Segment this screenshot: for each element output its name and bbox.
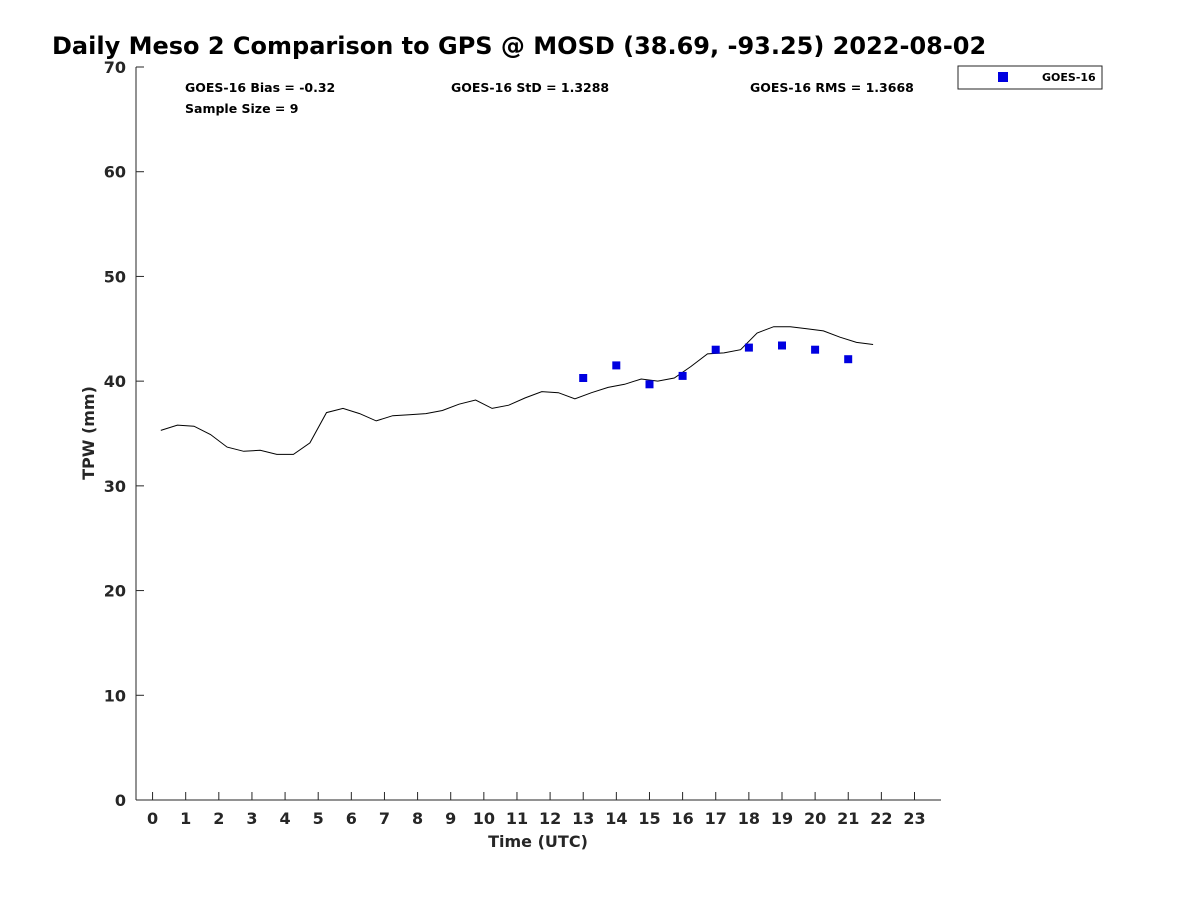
chart-title: Daily Meso 2 Comparison to GPS @ MOSD (3… xyxy=(52,32,986,60)
legend-label-goes16: GOES-16 xyxy=(1042,71,1096,84)
x-tick-label: 17 xyxy=(705,809,727,828)
x-tick-label: 18 xyxy=(738,809,760,828)
x-tick-label: 2 xyxy=(213,809,224,828)
y-tick-label: 20 xyxy=(104,582,126,601)
x-tick-label: 0 xyxy=(147,809,158,828)
y-tick-label: 40 xyxy=(104,372,126,391)
goes16-point xyxy=(844,355,853,364)
y-tick-label: 30 xyxy=(104,477,126,496)
x-tick-label: 7 xyxy=(379,809,390,828)
legend-marker-goes16 xyxy=(998,72,1008,82)
y-tick-label: 70 xyxy=(104,58,126,77)
x-tick-label: 19 xyxy=(771,809,793,828)
legend: GOES-16 xyxy=(957,65,1103,90)
stat-bias: GOES-16 Bias = -0.32 xyxy=(185,80,335,95)
x-tick-label: 8 xyxy=(412,809,423,828)
x-tick-label: 11 xyxy=(506,809,528,828)
goes16-point xyxy=(711,345,720,354)
y-tick-label: 50 xyxy=(104,267,126,286)
x-tick-label: 16 xyxy=(671,809,693,828)
x-tick-label: 12 xyxy=(539,809,561,828)
x-tick-label: 15 xyxy=(638,809,660,828)
y-tick-label: 60 xyxy=(104,163,126,182)
goes16-point xyxy=(645,380,654,389)
x-tick-label: 9 xyxy=(445,809,456,828)
goes16-point xyxy=(612,361,621,370)
y-tick-label: 0 xyxy=(115,791,126,810)
x-tick-label: 23 xyxy=(903,809,925,828)
x-tick-label: 4 xyxy=(280,809,291,828)
legend-box xyxy=(957,65,1103,90)
x-tick-label: 13 xyxy=(572,809,594,828)
y-axis-label: TPW (mm) xyxy=(79,386,98,480)
goes16-point xyxy=(778,341,786,350)
x-tick-label: 10 xyxy=(473,809,495,828)
stat-std: GOES-16 StD = 1.3288 xyxy=(451,80,609,95)
x-tick-label: 5 xyxy=(313,809,324,828)
x-axis-label: Time (UTC) xyxy=(488,832,588,851)
x-tick-label: 14 xyxy=(605,809,627,828)
goes16-point xyxy=(811,345,820,354)
stat-sample-size: Sample Size = 9 xyxy=(185,101,298,116)
x-tick-label: 20 xyxy=(804,809,826,828)
stat-rms: GOES-16 RMS = 1.3668 xyxy=(750,80,914,95)
goes16-point xyxy=(744,343,753,352)
y-tick-label: 10 xyxy=(104,686,126,705)
goes16-point xyxy=(579,374,588,382)
x-tick-label: 22 xyxy=(870,809,892,828)
goes16-point xyxy=(678,371,687,380)
x-tick-label: 1 xyxy=(180,809,191,828)
x-tick-label: 6 xyxy=(346,809,357,828)
gps-tpw-line xyxy=(160,326,874,455)
x-tick-label: 21 xyxy=(837,809,859,828)
x-tick-label: 3 xyxy=(246,809,257,828)
